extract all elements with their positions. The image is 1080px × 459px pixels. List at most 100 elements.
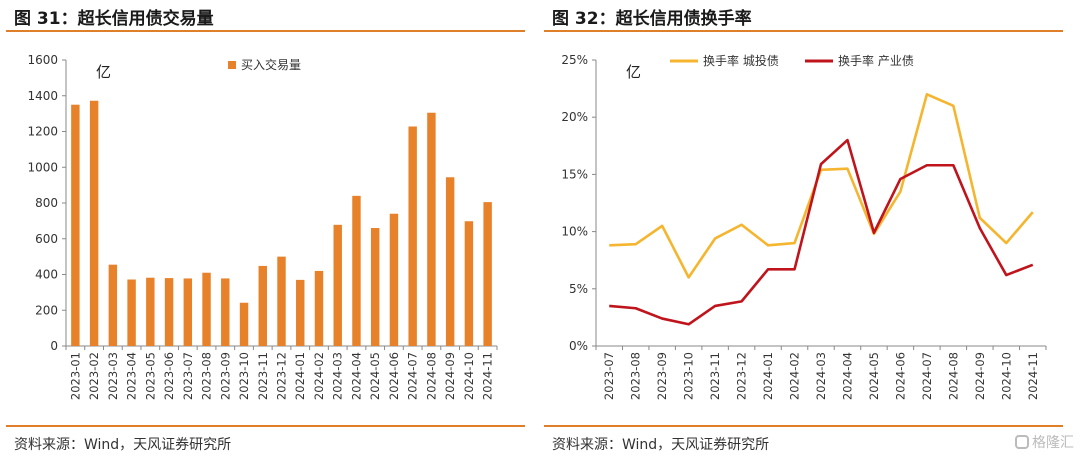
x-tick-label: 2023-06 bbox=[162, 352, 176, 400]
x-tick-label: 2024-07 bbox=[920, 352, 934, 400]
x-tick-label: 2023-08 bbox=[629, 352, 643, 400]
bar-chart: 0 200 400 600 800 1000 1200 1400 1600 2023-01 2023… bbox=[27, 53, 498, 400]
x-tick-label: 2023-05 bbox=[143, 352, 157, 400]
watermark-logo-icon bbox=[1015, 435, 1029, 449]
bar bbox=[352, 195, 361, 346]
x-tick-label: 2023-04 bbox=[125, 352, 139, 400]
bar bbox=[71, 104, 80, 346]
x-tick-label: 2023-01 bbox=[68, 352, 82, 400]
line-chart: 0% 5% 10% 15% 20% 25% 2023-07 2023-08 2023-09 202… bbox=[561, 53, 1047, 400]
x-tick-label: 2023-07 bbox=[181, 352, 195, 400]
x-tick-label: 2024-10 bbox=[462, 352, 476, 400]
x-tick-label: 2024-09 bbox=[973, 352, 987, 400]
x-tick-label: 2024-03 bbox=[814, 352, 828, 400]
left-bottom-rule bbox=[6, 425, 525, 427]
unit-label: 亿 bbox=[96, 63, 111, 81]
bar bbox=[464, 221, 474, 346]
x-tick-label: 2024-11 bbox=[1026, 352, 1040, 400]
bar bbox=[202, 272, 211, 346]
y-tick-label: 15% bbox=[561, 167, 588, 181]
y-tick-label: 10% bbox=[561, 225, 588, 239]
left-top-rule bbox=[6, 30, 525, 32]
x-tick-label: 2024-01 bbox=[293, 352, 307, 400]
y-tick-label: 800 bbox=[35, 196, 58, 210]
legend-label: 换手率 城投债 bbox=[703, 53, 779, 68]
bar bbox=[296, 279, 305, 346]
y-tick-label: 400 bbox=[35, 268, 58, 282]
watermark: 格隆汇 bbox=[1015, 432, 1074, 452]
x-tick-label: 2023-10 bbox=[682, 352, 696, 400]
bar bbox=[146, 277, 155, 346]
bar bbox=[108, 264, 118, 346]
x-tick-label: 2024-07 bbox=[406, 352, 420, 400]
right-source-note: 资料来源：Wind，天风证券研究所 bbox=[552, 437, 770, 453]
right-chart-title: 图 32：超长信用债换手率 bbox=[552, 9, 752, 29]
bar bbox=[127, 279, 136, 346]
x-tick-label: 2024-04 bbox=[840, 352, 854, 400]
x-tick-label: 2023-12 bbox=[275, 352, 289, 400]
y-tick-label: 600 bbox=[35, 232, 58, 246]
x-tick-label: 2024-02 bbox=[788, 352, 802, 400]
x-tick-label: 2023-03 bbox=[106, 352, 120, 400]
x-tick-label: 2023-10 bbox=[237, 352, 251, 400]
watermark-text: 格隆汇 bbox=[1032, 435, 1074, 451]
legend-label: 换手率 产业债 bbox=[838, 53, 914, 68]
x-tick-label: 2024-02 bbox=[312, 352, 326, 400]
x-tick-label: 2024-03 bbox=[331, 352, 345, 400]
x-tick-label: 2024-06 bbox=[893, 352, 907, 400]
x-tick-label: 2023-11 bbox=[256, 352, 270, 400]
x-tick-label: 2024-05 bbox=[867, 352, 881, 400]
bar bbox=[221, 278, 230, 346]
bar bbox=[370, 228, 380, 346]
x-tick-label: 2024-11 bbox=[481, 352, 495, 400]
left-source-note: 资料来源：Wind，天风证券研究所 bbox=[14, 437, 232, 453]
bar bbox=[164, 278, 174, 346]
x-tick-label: 2023-08 bbox=[200, 352, 214, 400]
unit-label: 亿 bbox=[626, 63, 641, 81]
left-panel: 图 31：超长信用债交易量 0 200 400 600 800 1000 1200 1400 1… bbox=[0, 0, 525, 459]
y-tick-label: 25% bbox=[561, 53, 588, 67]
y-tick-label: 5% bbox=[569, 282, 588, 296]
bar bbox=[483, 202, 492, 346]
y-tick-label: 20% bbox=[561, 110, 588, 124]
x-tick-label: 2024-04 bbox=[349, 352, 363, 400]
x-tick-label: 2024-08 bbox=[424, 352, 438, 400]
x-tick-label: 2023-07 bbox=[602, 352, 616, 400]
series-line bbox=[609, 93, 1034, 279]
bar bbox=[333, 224, 342, 346]
y-tick-label: 1400 bbox=[27, 89, 58, 103]
y-tick-label: 200 bbox=[35, 303, 58, 317]
bar bbox=[408, 126, 417, 347]
bar bbox=[427, 112, 436, 346]
y-tick-label: 1200 bbox=[27, 125, 58, 139]
bar bbox=[445, 177, 455, 346]
bar bbox=[258, 265, 267, 346]
right-bottom-rule bbox=[544, 425, 1063, 427]
x-tick-label: 2023-11 bbox=[708, 352, 722, 400]
x-tick-label: 2023-12 bbox=[735, 352, 749, 400]
x-tick-label: 2023-09 bbox=[655, 352, 669, 400]
bar bbox=[314, 270, 324, 346]
x-tick-label: 2024-06 bbox=[387, 352, 401, 400]
x-tick-label: 2024-01 bbox=[761, 352, 775, 400]
bar bbox=[89, 100, 99, 346]
bar bbox=[239, 302, 249, 346]
bar bbox=[277, 256, 286, 346]
left-chart-title: 图 31：超长信用债交易量 bbox=[14, 9, 214, 29]
legend-label: 买入交易量 bbox=[241, 57, 301, 72]
bar bbox=[183, 278, 193, 346]
x-tick-label: 2024-08 bbox=[946, 352, 960, 400]
y-tick-label: 0 bbox=[50, 339, 58, 353]
y-tick-label: 1600 bbox=[27, 53, 58, 67]
bar bbox=[389, 213, 399, 346]
right-panel: 图 32：超长信用债换手率 0% 5% 10% 15% 20% 25% 2023-07 202… bbox=[538, 0, 1063, 459]
right-top-rule bbox=[544, 30, 1063, 32]
y-tick-label: 1000 bbox=[27, 160, 58, 174]
x-tick-label: 2024-09 bbox=[443, 352, 457, 400]
x-tick-label: 2024-05 bbox=[368, 352, 382, 400]
x-tick-label: 2023-02 bbox=[87, 352, 101, 400]
legend-swatch bbox=[228, 61, 236, 69]
y-tick-label: 0% bbox=[569, 339, 588, 353]
x-tick-label: 2023-09 bbox=[218, 352, 232, 400]
x-tick-label: 2024-10 bbox=[999, 352, 1013, 400]
